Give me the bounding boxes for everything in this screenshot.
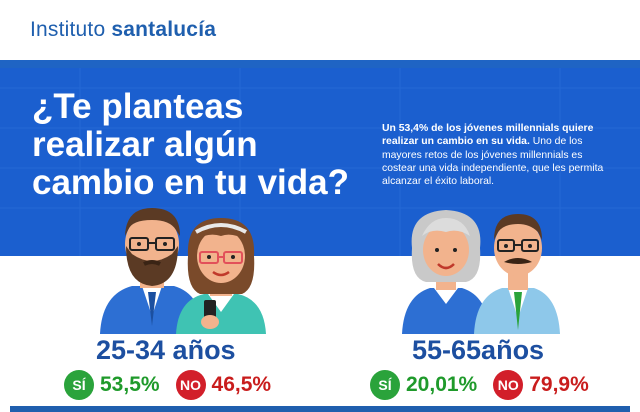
- senior-woman-icon: [402, 210, 490, 334]
- senior-couple-illustration: [402, 210, 560, 334]
- no-badge: NO: [175, 370, 206, 400]
- no-badge: NO: [493, 370, 524, 400]
- answers-young: SÍ 53,5% NO 46,5%: [64, 370, 287, 400]
- note-bold: Un 53,4% de los jóvenes millennials quie…: [382, 123, 594, 148]
- banner-pattern: [0, 68, 640, 256]
- headline-line-3: cambio en tu vida?: [32, 163, 349, 202]
- yes-badge: SÍ: [370, 370, 400, 400]
- brand-name: santalucía: [111, 18, 217, 41]
- bottom-divider: [10, 406, 630, 412]
- page-title: ¿Te planteas realizar algún cambio en tu…: [32, 88, 362, 202]
- brand-logo: Instituto santalucía: [30, 18, 216, 42]
- senior-man-icon: [474, 214, 560, 334]
- yes-percentage: 53,5%: [100, 373, 160, 396]
- brand-institute: Instituto: [30, 18, 106, 41]
- yes-percentage: 20,01%: [406, 373, 478, 396]
- headline-line-2: realizar algún: [32, 125, 258, 164]
- headline-line-1: ¿Te planteas: [32, 87, 244, 126]
- note-rest: Uno de los mayores retos de los jóvenes …: [382, 136, 604, 188]
- age-group-young: 25-34 años: [96, 335, 236, 365]
- young-woman-icon: [176, 218, 266, 334]
- young-couple-illustration: [100, 208, 266, 334]
- yes-badge: SÍ: [64, 370, 94, 400]
- no-percentage: 46,5%: [211, 373, 272, 396]
- no-percentage: 79,9%: [529, 373, 589, 396]
- answers-senior: SÍ 20,01% NO 79,9%: [370, 370, 605, 400]
- banner-top-strip: [0, 60, 640, 68]
- age-group-senior: 55-65años: [412, 335, 545, 365]
- note-text: Un 53,4% de los jóvenes millennials quie…: [382, 122, 618, 188]
